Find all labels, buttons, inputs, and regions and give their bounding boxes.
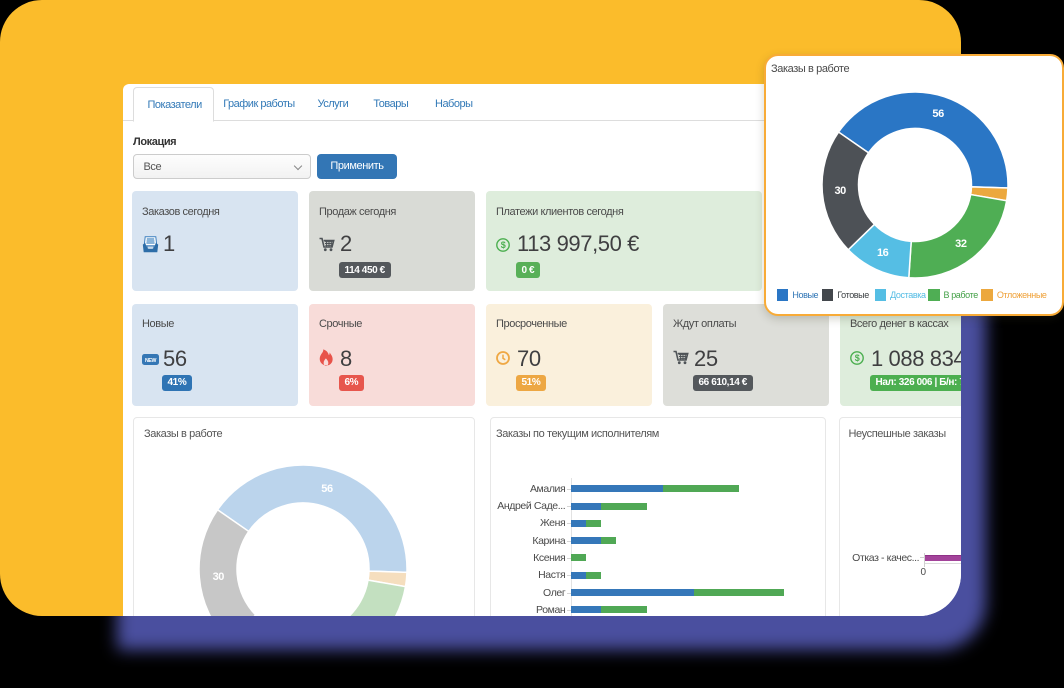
svg-text:$: $ (501, 241, 506, 251)
svg-text:NEW: NEW (145, 358, 156, 364)
svg-text:$: $ (855, 353, 860, 363)
